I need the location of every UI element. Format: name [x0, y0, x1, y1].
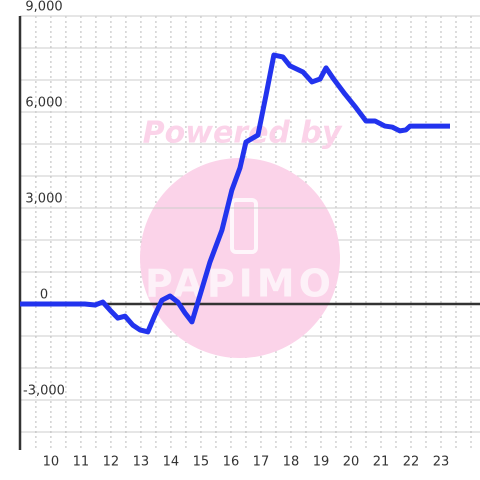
- x-tick-label: 21: [373, 455, 390, 470]
- x-tick-label: 14: [163, 455, 180, 470]
- y-tick-label: 3,000: [25, 192, 62, 207]
- x-tick-label: 15: [193, 455, 210, 470]
- watermark-text: Powered by: [143, 116, 343, 151]
- x-tick-label: 19: [313, 455, 330, 470]
- x-tick-label: 23: [433, 455, 450, 470]
- x-tick-label: 18: [283, 455, 300, 470]
- x-tick-label: 20: [343, 455, 360, 470]
- y-tick-label: -3,000: [23, 384, 65, 399]
- x-tick-label: 13: [133, 455, 150, 470]
- x-tick-label: 16: [223, 455, 240, 470]
- x-tick-label: 11: [73, 455, 90, 470]
- watermark-icon: [230, 198, 258, 254]
- line-series: [20, 52, 450, 335]
- watermark-circle: [140, 158, 340, 358]
- x-tick-label: 22: [403, 455, 420, 470]
- y-tick-label: 9,000: [25, 0, 62, 15]
- y-tick-label: 6,000: [25, 96, 62, 111]
- x-tick-label: 12: [103, 455, 120, 470]
- y-tick-label: 0: [40, 288, 48, 303]
- x-tick-label: 10: [43, 455, 60, 470]
- x-tick-label: 17: [253, 455, 270, 470]
